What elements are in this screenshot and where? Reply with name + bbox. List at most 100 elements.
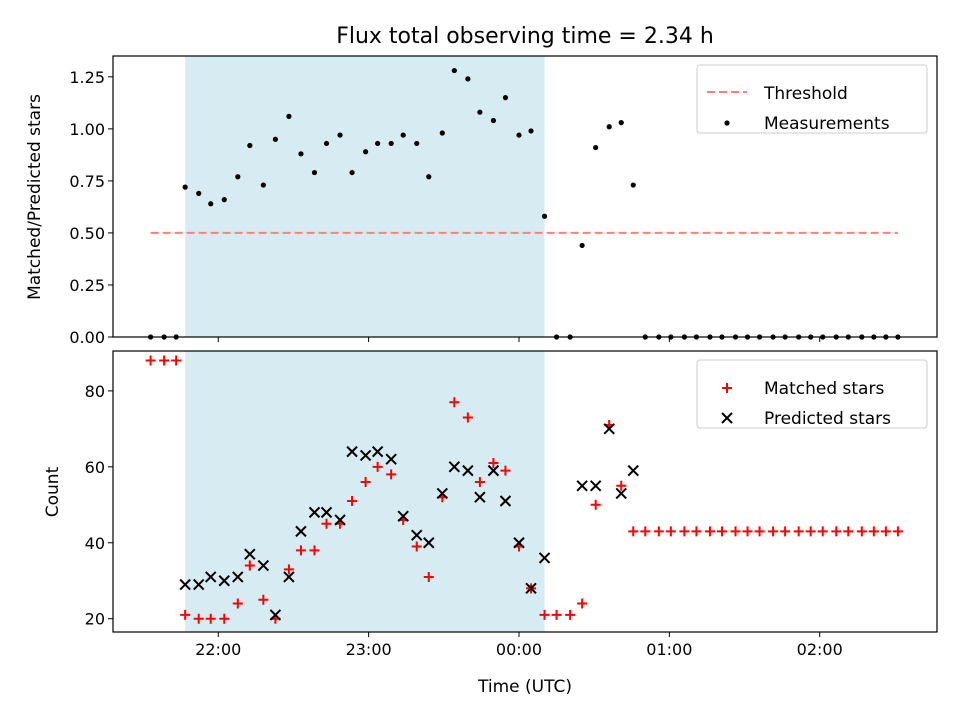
matched-star-point [793, 526, 804, 537]
top-panel [108, 55, 938, 342]
matched-star-point [616, 480, 627, 491]
predicted-star-point [371, 445, 384, 458]
measurement-point [606, 124, 612, 130]
measurement-point [247, 142, 253, 149]
y-tick-label: 0.00 [69, 328, 105, 347]
matched-star-point [423, 571, 434, 582]
measurement-point [541, 213, 548, 219]
matched-star-point [679, 526, 690, 537]
predicted-star-point [513, 537, 525, 549]
matched-star-point [628, 526, 639, 537]
measurement-point [516, 132, 522, 138]
measurement-point [593, 144, 599, 151]
matched-star-point [856, 526, 867, 537]
matched-star-point [171, 355, 182, 366]
measurement-point [477, 109, 483, 115]
predicted-star-point [244, 548, 256, 560]
measurement-point [221, 197, 227, 203]
measurement-point [528, 128, 534, 134]
predicted-star-point [359, 449, 372, 462]
matched-star-point [780, 526, 791, 537]
legend-label: Threshold [763, 84, 848, 104]
legend-box [696, 64, 928, 134]
observing-span [185, 56, 545, 337]
matched-star-point [193, 613, 204, 624]
matched-star-point [551, 609, 562, 620]
matched-star-point [219, 613, 230, 624]
predicted-star-point [576, 480, 588, 492]
predicted-star-point [627, 464, 639, 477]
matched-star-point [868, 526, 879, 537]
matched-star-point [474, 477, 485, 488]
matched-star-point [244, 560, 255, 571]
axes-frame [112, 55, 938, 338]
measurement-point [451, 67, 457, 74]
matched-star-point [565, 609, 576, 620]
predicted-star-point [334, 514, 346, 526]
matched-star-point [817, 526, 828, 537]
matched-star-point [742, 526, 753, 537]
matched-star-point [232, 598, 243, 609]
matched-star-point [258, 594, 269, 605]
matched-star-point [730, 526, 741, 537]
matched-star-point [691, 526, 702, 537]
legend-box [696, 359, 928, 429]
y-tick-label: 60 [85, 458, 105, 477]
predicted-star-point [603, 423, 615, 435]
matched-star-point [462, 412, 473, 423]
y-tick-label: 1.00 [69, 120, 105, 139]
x-tick-label: 00:00 [496, 640, 542, 659]
matched-star-point [704, 526, 715, 537]
measurement-point [630, 182, 636, 188]
measurement-point [375, 140, 381, 147]
y-tick-label: 0.75 [69, 172, 105, 191]
matched-star-point [360, 477, 371, 488]
matched-star-point [754, 526, 765, 537]
predicted-star-point [346, 445, 358, 458]
top-y-axis-label: Matched/Predicted stars [25, 94, 45, 300]
matched-star-point [500, 465, 511, 476]
legend-label: Matched stars [764, 379, 884, 399]
x-axis-label: Time (UTC) [477, 677, 572, 697]
matched-star-point [640, 526, 651, 537]
predicted-star-point [257, 559, 270, 572]
predicted-star-point [320, 506, 333, 519]
measurement-point [182, 184, 188, 190]
predicted-star-point [232, 571, 244, 583]
measurement-point [502, 95, 509, 101]
predicted-star-point [385, 453, 397, 465]
predicted-star-point [462, 464, 474, 477]
measurement-point [349, 169, 355, 176]
matched-star-point [665, 526, 676, 537]
measurement-point [260, 182, 266, 188]
matched-star-point [283, 564, 294, 575]
predicted-star-point [397, 510, 409, 522]
x-tick-label: 23:00 [346, 640, 392, 659]
observing-span [185, 351, 545, 632]
y-tick-label: 80 [85, 382, 105, 401]
measurement-point [579, 242, 585, 249]
predicted-star-point [487, 464, 500, 477]
predicted-star-point [436, 487, 449, 500]
matched-star-point [145, 355, 156, 366]
predicted-star-point [269, 609, 282, 621]
matched-star-point [180, 609, 191, 620]
measurement-point [400, 132, 406, 138]
x-tick-label: 01:00 [646, 640, 692, 659]
matched-star-point [590, 499, 601, 510]
legend-predicted-swatch [721, 412, 733, 424]
measurement-point [490, 117, 497, 124]
predicted-star-point [448, 461, 461, 473]
matched-star-point [880, 526, 891, 537]
measurement-point [465, 76, 471, 82]
matched-star-point [805, 526, 816, 537]
measurement-point [196, 190, 202, 196]
legend-label: Measurements [764, 114, 890, 134]
matched-star-point [539, 609, 550, 620]
matched-star-point [321, 518, 332, 529]
measurement-point [337, 132, 343, 138]
x-tick-label: 02:00 [797, 640, 843, 659]
matched-star-point [892, 526, 903, 537]
measurement-point [298, 151, 304, 157]
